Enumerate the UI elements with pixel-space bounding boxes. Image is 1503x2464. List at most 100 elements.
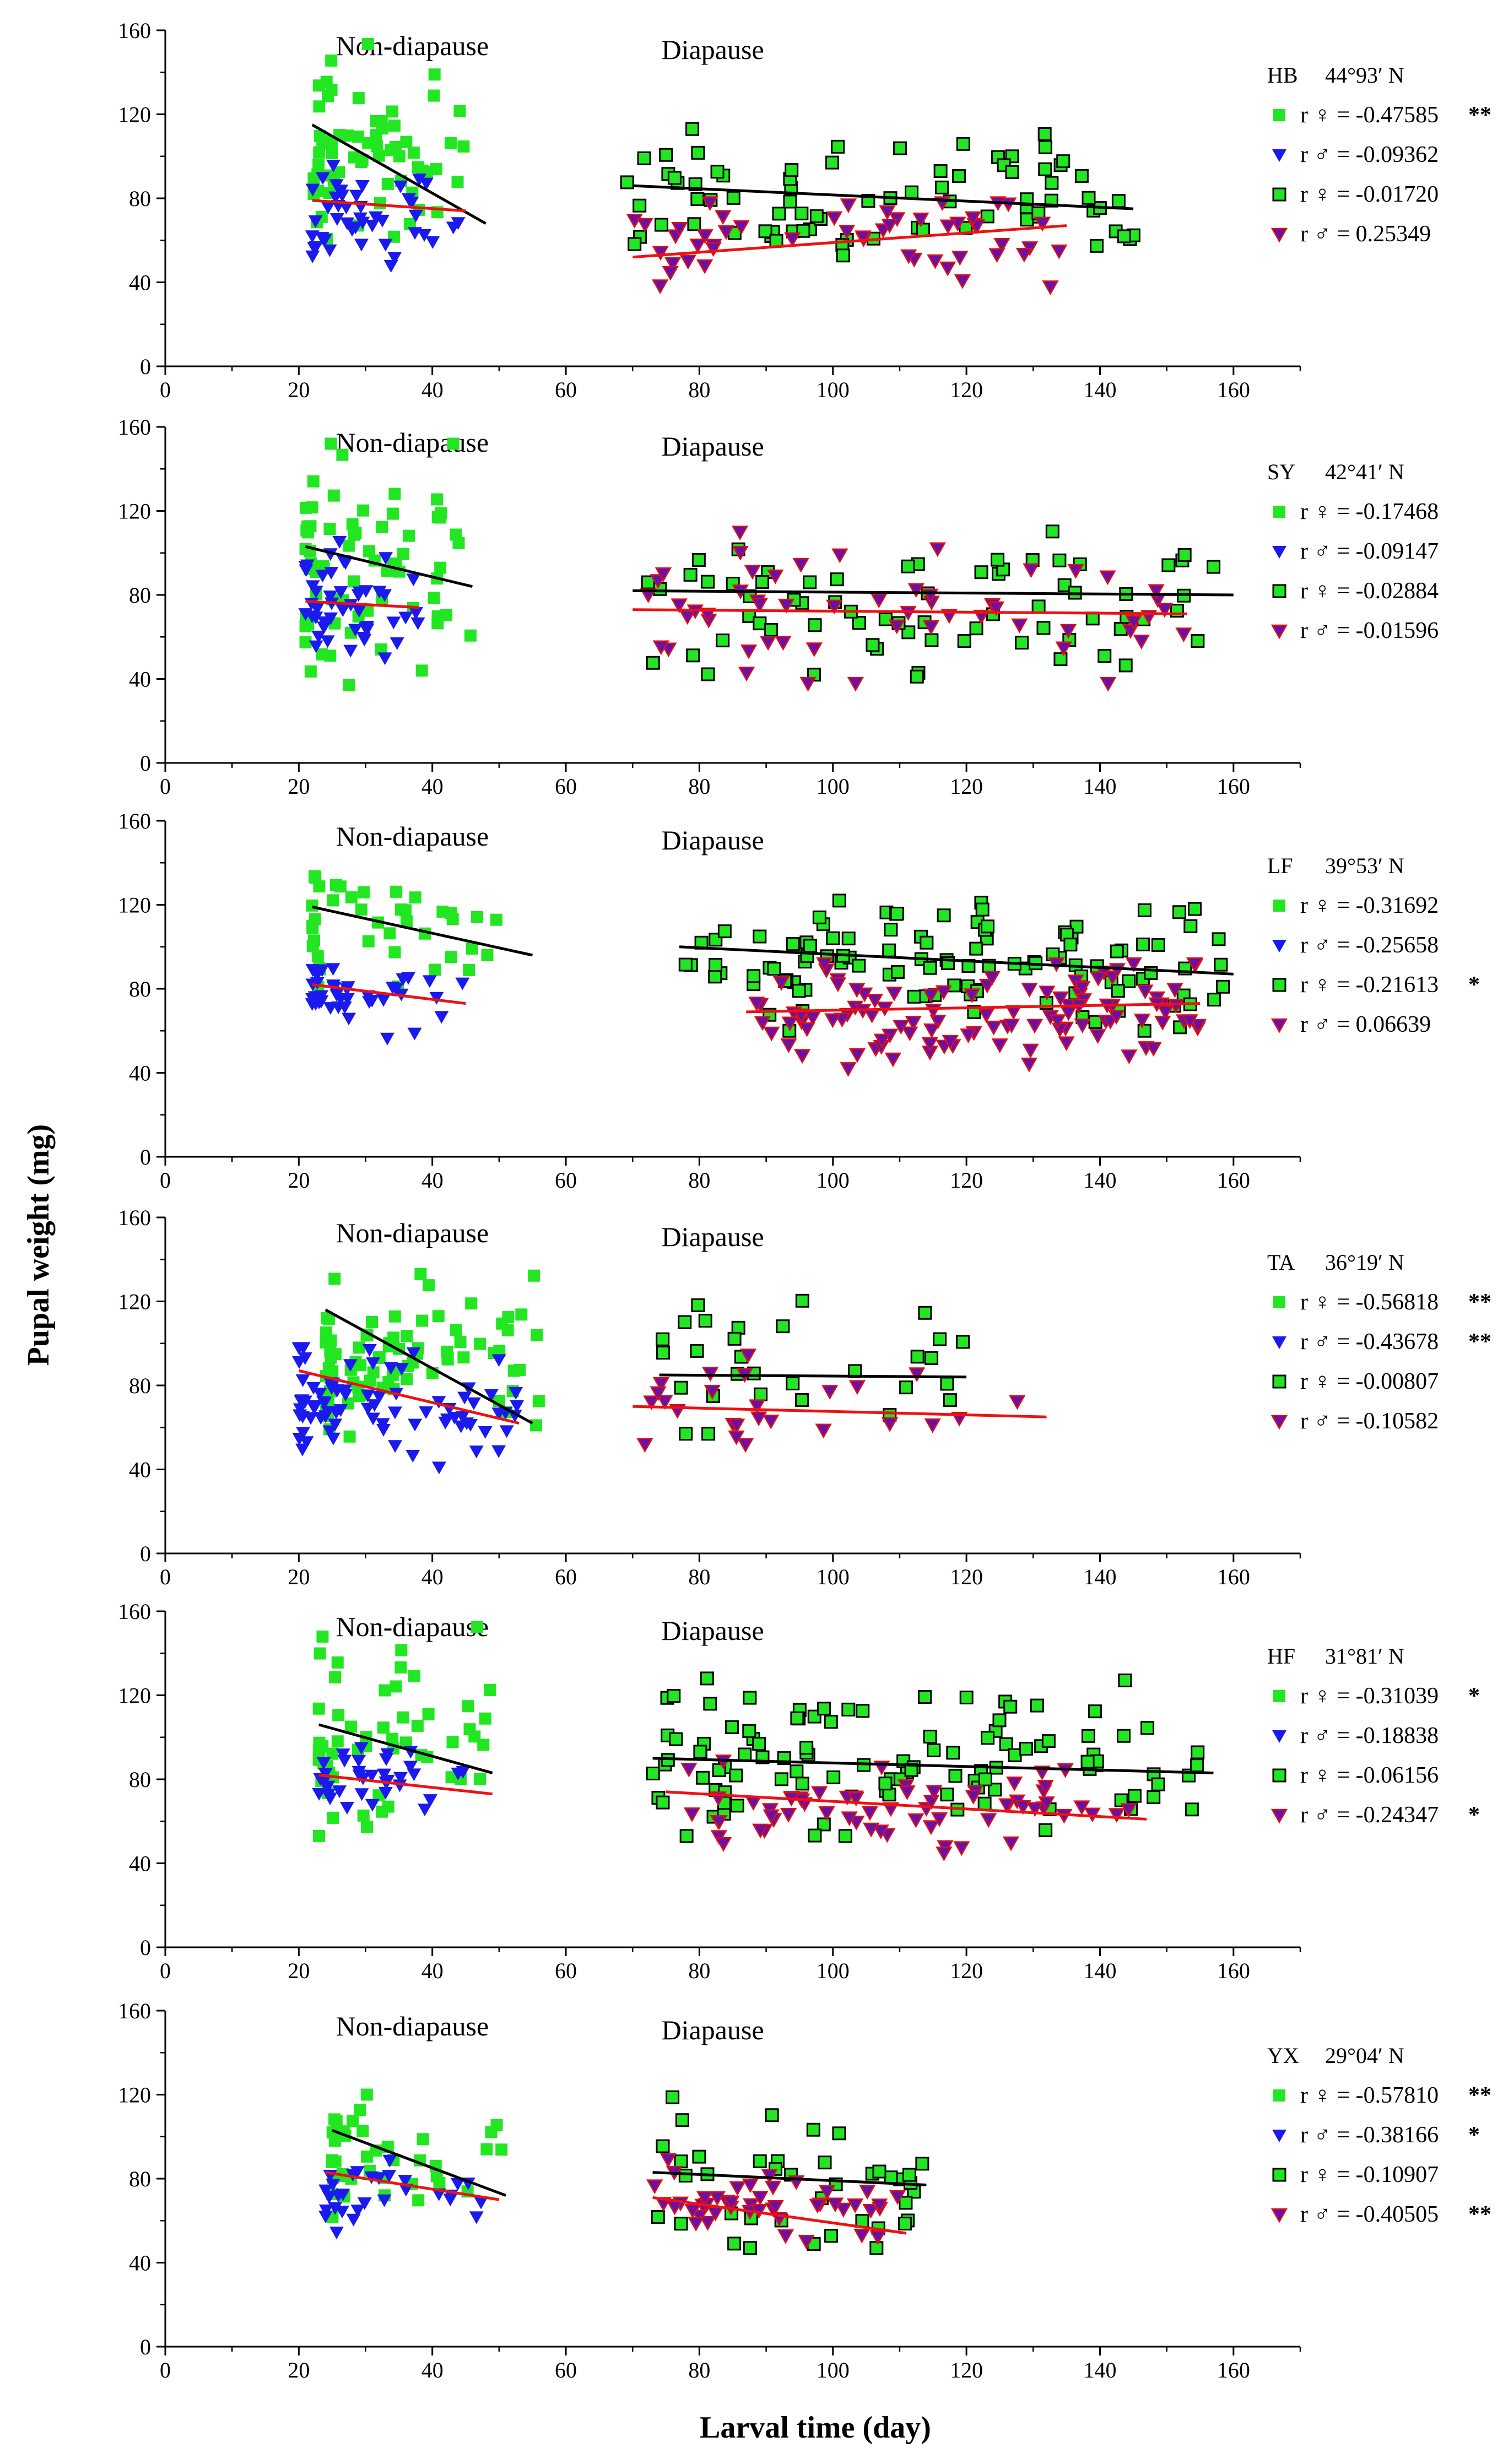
data-point <box>412 173 427 186</box>
data-point <box>751 598 769 613</box>
trend-line-female-non-diapause <box>325 1308 533 1425</box>
x-tick-label: 40 <box>421 377 444 402</box>
data-point <box>767 569 784 584</box>
y-tick-label: 80 <box>129 1767 151 1792</box>
data-point <box>651 2210 665 2224</box>
data-point <box>1190 1019 1207 1034</box>
data-point <box>878 1777 893 1791</box>
data-point <box>729 1768 743 1783</box>
data-point <box>841 1702 856 1716</box>
data-point <box>1100 676 1117 692</box>
label-diapause: Diapause <box>662 1615 764 1646</box>
data-point <box>856 1704 870 1718</box>
data-point <box>767 962 781 976</box>
x-tick-label: 40 <box>421 1168 444 1193</box>
data-point <box>703 1697 717 1711</box>
data-point <box>371 2172 386 2185</box>
data-point <box>343 1359 358 1372</box>
data-point <box>408 1418 423 1432</box>
data-point <box>390 1680 402 1693</box>
data-point <box>383 1362 398 1375</box>
legend-significance: * <box>1468 1802 1480 1828</box>
data-point <box>388 120 401 132</box>
data-point <box>365 1799 380 1812</box>
legend-marker <box>1273 1690 1285 1702</box>
data-point <box>871 2198 888 2213</box>
data-point <box>324 1345 337 1357</box>
y-tick-label: 0 <box>140 2335 151 2359</box>
data-point <box>386 105 399 118</box>
data-point <box>481 949 494 961</box>
data-point <box>1111 984 1125 998</box>
data-point <box>808 1828 822 1843</box>
data-point <box>309 913 321 925</box>
legend-entry: r ♂ = -0.10582 <box>1300 1409 1439 1434</box>
data-point <box>1045 524 1059 539</box>
data-point <box>382 1376 395 1389</box>
data-point <box>354 1359 367 1372</box>
data-point <box>691 145 705 160</box>
data-point <box>781 1016 798 1032</box>
data-point <box>346 2213 361 2227</box>
data-point <box>403 529 415 542</box>
data-point <box>701 196 718 212</box>
data-point <box>429 963 441 976</box>
label-diapause: Diapause <box>662 2014 764 2045</box>
data-point <box>393 180 408 193</box>
data-point <box>378 1786 393 1800</box>
data-point <box>898 2217 912 2231</box>
data-point <box>818 1806 835 1821</box>
data-point <box>450 528 462 541</box>
data-point <box>311 950 324 962</box>
data-point <box>1051 244 1068 259</box>
data-point <box>878 612 893 626</box>
data-point <box>656 2139 670 2153</box>
data-point <box>1038 1796 1055 1811</box>
data-point <box>469 2211 484 2224</box>
data-point <box>991 1038 1008 1053</box>
data-point <box>397 1711 409 1724</box>
data-point <box>422 975 437 988</box>
trend-line-female-non-diapause <box>332 2129 506 2197</box>
data-point <box>395 1644 408 1656</box>
legend-entry: r ♀ = -0.47585 <box>1300 102 1439 128</box>
data-point <box>399 1736 412 1749</box>
data-point <box>466 1397 481 1410</box>
legend-significance: ** <box>1468 102 1491 128</box>
data-point <box>826 2197 844 2213</box>
data-point <box>1038 140 1052 154</box>
data-point <box>388 946 401 958</box>
x-tick-label: 160 <box>1217 1958 1250 1983</box>
data-point <box>855 230 872 246</box>
data-point <box>884 923 898 937</box>
data-point <box>360 2088 373 2101</box>
data-point <box>1185 1802 1199 1817</box>
x-tick-label: 140 <box>1083 377 1116 402</box>
data-point <box>978 1772 992 1786</box>
data-point <box>316 621 331 635</box>
y-tick-label: 80 <box>129 186 151 211</box>
legend-marker <box>1272 187 1286 202</box>
data-point <box>731 526 749 541</box>
data-point <box>795 1393 809 1407</box>
data-point <box>907 989 921 1004</box>
x-tick-label: 60 <box>555 1168 577 1193</box>
data-point <box>700 1671 715 1686</box>
data-point <box>304 665 317 678</box>
data-point <box>826 1770 841 1784</box>
data-point <box>471 911 483 923</box>
latitude-label: 44°93′ N <box>1325 63 1404 88</box>
data-point <box>1041 1734 1056 1748</box>
data-point <box>1034 216 1051 232</box>
data-point <box>306 899 318 912</box>
data-point <box>394 1363 409 1376</box>
legend-marker <box>1270 624 1288 640</box>
data-point <box>300 501 312 514</box>
x-tick-label: 120 <box>950 1564 983 1589</box>
data-point <box>881 1417 899 1432</box>
legend-significance: * <box>1468 1683 1480 1709</box>
x-tick-label: 160 <box>1217 1168 1250 1193</box>
data-point <box>748 1399 766 1415</box>
x-tick-label: 0 <box>160 774 171 799</box>
legend-entry: r ♀ = -0.02884 <box>1300 578 1439 604</box>
